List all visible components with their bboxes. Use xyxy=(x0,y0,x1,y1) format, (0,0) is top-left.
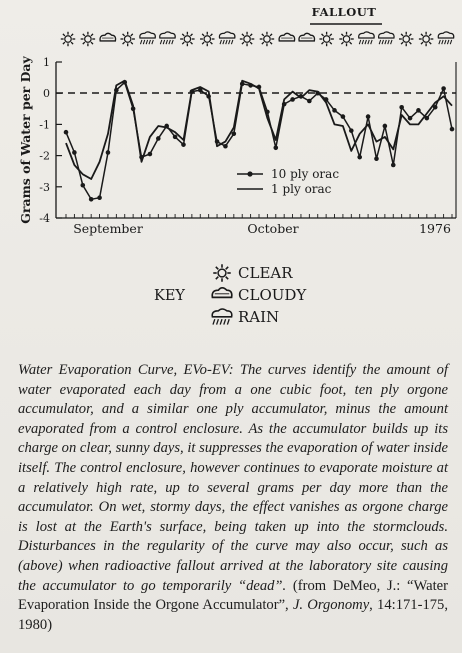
data-point-10-ply xyxy=(307,98,312,104)
data-point-10-ply xyxy=(290,97,295,102)
key-label-rain: RAIN xyxy=(238,308,279,326)
cloudy-icon xyxy=(278,32,296,42)
series-layer xyxy=(63,79,455,202)
legend-label-10-ply: 10 ply orac xyxy=(271,167,339,181)
caption-body: The curves identify the amount of water … xyxy=(18,362,448,594)
rain-icon xyxy=(377,31,395,45)
y-tick-label: -1 xyxy=(39,118,50,131)
clear-icon xyxy=(319,31,334,47)
clear-icon xyxy=(213,264,231,282)
legend-label-1-ply: 1 ply orac xyxy=(271,182,332,196)
clear-icon xyxy=(418,31,434,47)
clear-icon xyxy=(398,31,414,47)
clear-icon xyxy=(80,31,96,47)
data-point-10-ply xyxy=(105,150,111,155)
caption-citation: (from DeMeo, J.: “Water Evaporation Insi… xyxy=(18,578,448,633)
x-ticks: September October 1976 xyxy=(65,214,453,236)
data-point-10-ply xyxy=(231,131,237,137)
data-point-10-ply xyxy=(181,142,186,147)
y-tick-label: 0 xyxy=(43,87,50,100)
cloudy-icon xyxy=(298,32,316,42)
data-point-10-ply xyxy=(172,134,178,140)
data-point-10-ply xyxy=(357,154,362,160)
data-point-10-ply xyxy=(432,104,438,110)
rain-icon xyxy=(139,31,156,45)
rain-icon xyxy=(218,31,236,45)
data-point-10-ply xyxy=(416,108,421,113)
y-ticks: 1 0 -1 -2 -3 -4 xyxy=(39,56,62,225)
clear-icon xyxy=(180,31,195,47)
data-point-10-ply xyxy=(374,156,379,162)
weather-key: KEY CLEAR CLOUDY RAIN xyxy=(154,264,307,326)
fallout-label: FALLOUT xyxy=(312,5,377,19)
data-point-10-ply xyxy=(156,136,161,141)
evaporation-chart: FALLOUT Grams of Water per Day 1 0 -1 -2 -3 -… xyxy=(18,5,457,326)
y-axis-label: Grams of Water per Day xyxy=(18,55,33,223)
key-label-clear: CLEAR xyxy=(238,264,293,282)
rain-icon xyxy=(211,308,233,325)
clear-icon xyxy=(259,31,275,47)
y-tick-label: -4 xyxy=(39,212,50,225)
data-point-10-ply xyxy=(97,195,102,201)
caption-title: Water Evaporation Curve, EVo-EV: xyxy=(18,362,234,378)
clear-icon xyxy=(239,31,255,47)
weather-icon-row xyxy=(60,31,455,47)
data-point-10-ply xyxy=(449,126,455,132)
data-point-10-ply xyxy=(332,108,337,113)
data-point-10-ply xyxy=(399,104,404,110)
y-tick-label: 1 xyxy=(43,56,50,69)
data-point-10-ply xyxy=(349,128,354,133)
data-point-10-ply xyxy=(147,151,153,157)
clear-icon xyxy=(60,31,76,47)
data-point-10-ply xyxy=(197,87,203,93)
data-point-10-ply xyxy=(365,114,371,119)
data-point-10-ply xyxy=(340,114,346,119)
clear-icon xyxy=(120,31,135,47)
rain-icon xyxy=(211,308,233,325)
clear-icon xyxy=(213,264,231,282)
clear-icon xyxy=(200,31,215,47)
x-tick-label: 1976 xyxy=(419,221,451,236)
citation-suffix: , 14:171-175, 1980) xyxy=(18,597,448,633)
plot-frame xyxy=(55,62,457,219)
legend: 10 ply orac 1 ply orac xyxy=(237,167,339,196)
y-tick-label: -3 xyxy=(39,181,50,194)
data-point-10-ply xyxy=(390,162,396,168)
data-point-10-ply xyxy=(88,196,94,202)
data-point-10-ply xyxy=(273,145,279,151)
x-tick-label: October xyxy=(247,221,298,236)
series-line-1-ply xyxy=(65,79,453,180)
cloudy-icon xyxy=(99,32,117,42)
data-point-10-ply xyxy=(63,129,69,135)
series-line-10-ply xyxy=(65,81,453,201)
cloudy-icon xyxy=(211,286,233,299)
data-point-10-ply xyxy=(72,150,77,155)
legend-item-1-ply: 1 ply orac xyxy=(237,182,332,196)
fallout-annotation: FALLOUT xyxy=(310,5,382,25)
y-tick-label: -2 xyxy=(39,150,50,163)
cloudy-icon xyxy=(211,286,233,299)
rain-icon xyxy=(358,31,375,45)
data-point-10-ply xyxy=(223,143,228,149)
rain-icon xyxy=(159,31,176,45)
data-point-10-ply xyxy=(80,182,86,188)
clear-icon xyxy=(339,31,354,47)
x-tick-label: September xyxy=(73,221,143,236)
data-point-10-ply xyxy=(382,123,388,129)
key-label-cloudy: CLOUDY xyxy=(238,286,307,304)
citation-journal: J. Orgonomy xyxy=(292,597,370,614)
data-point-10-ply xyxy=(424,115,430,121)
figure-caption: Water Evaporation Curve, EVo-EV: The cur… xyxy=(18,361,448,635)
data-point-10-ply xyxy=(407,115,413,121)
rain-icon xyxy=(437,31,455,45)
citation-prefix: (from DeMeo, J.: “Water Evaporation Insi… xyxy=(18,577,448,614)
legend-item-10-ply: 10 ply orac xyxy=(237,167,339,181)
key-title: KEY xyxy=(154,288,185,304)
data-point-10-ply xyxy=(441,86,446,91)
legend-marker-10-ply xyxy=(247,171,253,177)
